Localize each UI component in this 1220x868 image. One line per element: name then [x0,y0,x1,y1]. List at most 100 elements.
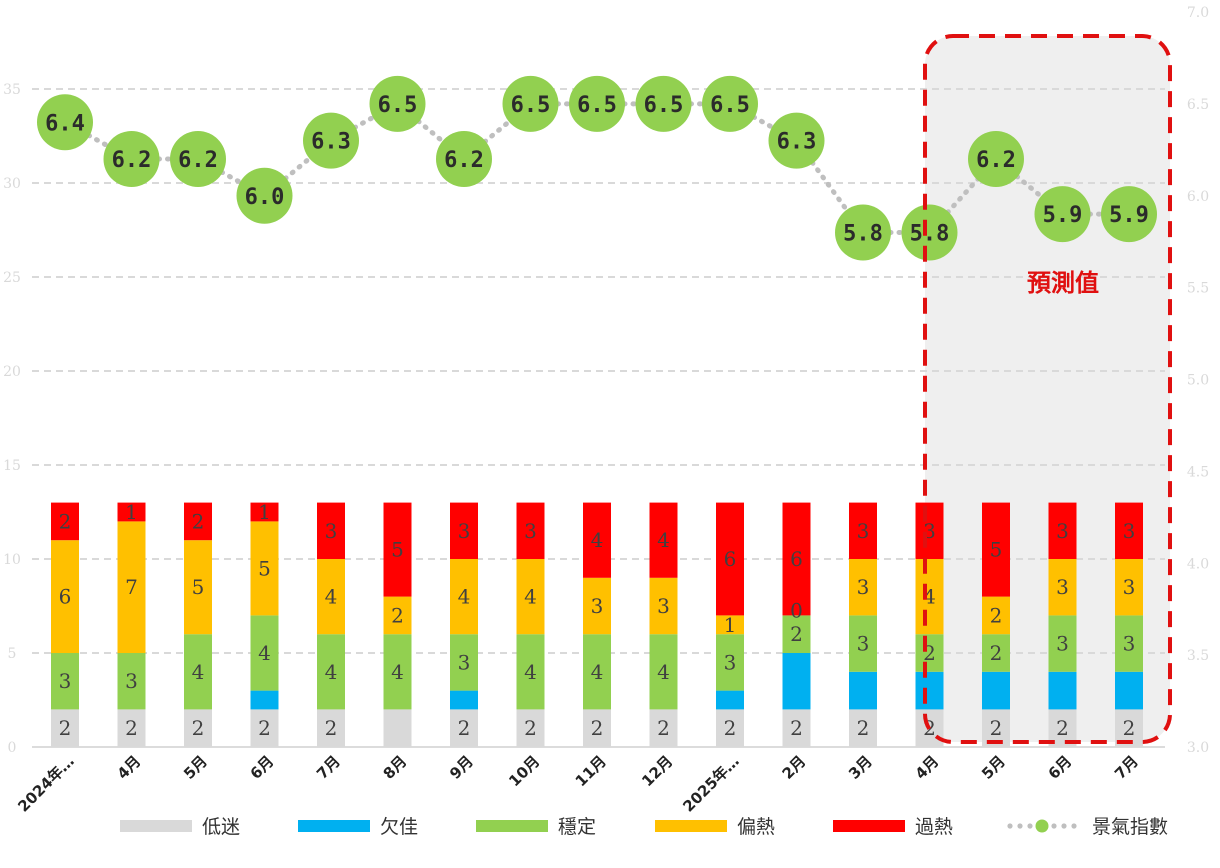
bar-segment [250,502,279,522]
legend-line-marker [1035,819,1049,833]
bar-segment-label: 2 [990,716,1003,740]
bar-segment [915,502,944,559]
bar-segment [51,540,79,653]
bar-segment [383,709,412,747]
category-label: 2025年… [679,752,742,815]
bar-segment [716,709,744,747]
bar-segment [849,709,877,747]
category-label: 4月 [912,752,943,783]
bar-segment [317,502,345,559]
bar-segment-label: 3 [657,594,670,618]
bar-segment [450,559,478,635]
index-point-label: 6.2 [976,148,1016,173]
index-point-label: 6.5 [644,93,684,118]
bar-segment [317,634,345,710]
category-label: 6月 [1045,752,1076,783]
bar-segment [849,502,877,559]
bar-segment [1048,615,1077,672]
legend-label: 穩定 [558,816,596,838]
index-point [1034,186,1091,243]
legend-label: 景氣指數 [1092,816,1168,838]
bar-segment [716,690,744,710]
bar-segment-label: 2 [724,716,737,740]
bar-segment [250,615,279,691]
bar-segment-label: 4 [524,585,537,609]
bar-segment-label: 2 [59,509,72,533]
bar-segment-label: 3 [458,519,471,543]
legend-line-dot [1017,823,1023,829]
bar-segment [1115,671,1143,710]
bar-segment-label: 2 [524,716,537,740]
bar-segment [583,709,611,747]
bar-segment [649,577,678,635]
bar-segment [516,709,545,747]
bar-segment [516,634,545,710]
bar-segment-label: 2 [790,716,803,740]
bar-segment [250,709,279,747]
bar-segment [450,634,478,691]
category-label: 11月 [572,752,610,790]
legend-swatch [120,820,192,832]
left-axis-tick-label: 15 [3,458,21,474]
bar-segment [583,502,611,578]
index-point [236,167,293,224]
bar-segment [117,502,146,522]
category-label: 4月 [114,752,145,783]
bar-segment [849,671,877,710]
left-axis-tick-label: 10 [3,552,21,568]
right-axis-tick-label: 3.5 [1187,648,1209,664]
bar-segment [184,709,212,747]
legend-swatch [833,820,905,832]
category-label: 7月 [1111,752,1142,783]
forecast-annotation: 預測值 [1027,269,1099,297]
index-point [170,131,226,187]
index-point-label: 5.8 [910,222,950,247]
category-label: 9月 [446,752,477,783]
category-label: 12月 [638,752,676,790]
bar-segment-label: 3 [59,669,72,693]
bar-segment-label: 4 [591,660,604,684]
bar-segment [782,653,811,710]
bar-segment-label: 3 [857,575,870,599]
right-axis-tick-label: 5.0 [1187,373,1209,389]
index-point [968,131,1024,187]
bar-segment [982,671,1010,710]
bar-segment-label: 3 [591,594,604,618]
index-point [103,131,160,187]
bar-segment [716,634,744,691]
index-point [702,75,758,132]
category-label: 10月 [505,752,543,790]
bar-segment-label: 4 [591,528,604,552]
bar-segment-label: 1 [125,500,138,524]
bar-segment [982,634,1010,672]
bar-segment-label: 2 [125,716,138,740]
right-axis-tick-label: 4.5 [1187,464,1209,480]
right-axis-tick-label: 4.0 [1187,556,1209,572]
bar-segment-label: 5 [391,538,404,562]
bar-segment-label: 2 [192,716,205,740]
bar-segment-label: 3 [857,519,870,543]
bar-segment-label: 2 [391,603,404,627]
bar-segment-label: 2 [990,641,1003,665]
legend-label: 低迷 [202,816,240,838]
bar-segment-label: 4 [325,660,338,684]
bar-segment-label: 2 [458,716,471,740]
left-axis-tick-label: 35 [3,82,21,98]
category-label: 8月 [380,752,411,783]
index-point-label: 6.5 [710,93,750,118]
bar-segment [649,634,678,710]
bar-segment-label: 3 [125,669,138,693]
bar-segment [716,615,744,635]
index-point [569,75,625,132]
bar-segment-label: 2 [857,716,870,740]
bar-segment-label: 0 [790,598,803,622]
bar-segment-label: 4 [325,585,338,609]
index-point-label: 6.0 [245,185,285,210]
bar-segment-label: 2 [790,622,803,646]
index-point [901,204,958,261]
index-point-label: 6.2 [444,148,484,173]
index-point [835,204,891,261]
legend-line-dot [1007,823,1013,829]
bar-segment [450,690,478,710]
